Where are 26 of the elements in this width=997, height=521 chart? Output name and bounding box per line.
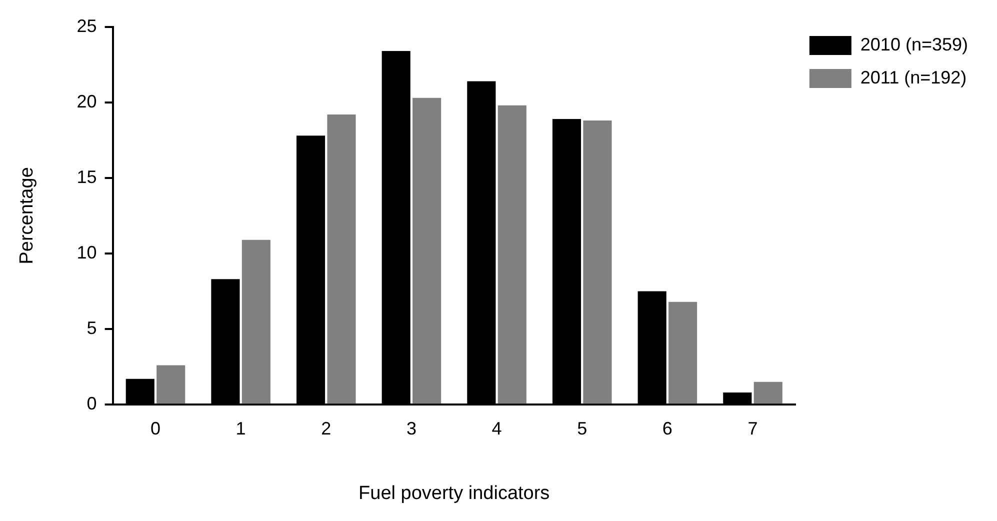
y-tick-label: 15 — [76, 166, 97, 187]
y-tick-label: 20 — [76, 91, 97, 112]
x-tick-label: 3 — [406, 418, 416, 438]
x-tick-label: 4 — [492, 418, 502, 438]
bar — [754, 382, 782, 404]
bar — [156, 365, 186, 404]
x-axis-title: Fuel poverty indicators — [358, 482, 550, 504]
y-tick-label: 0 — [86, 394, 97, 414]
x-tick-label: 5 — [577, 418, 588, 438]
bar — [327, 114, 356, 404]
bar — [412, 98, 442, 404]
x-tick-label: 0 — [150, 418, 160, 438]
legend-label: 2010 (n=359) — [860, 34, 968, 54]
y-tick-label: 10 — [76, 242, 97, 262]
x-tick-label: 2 — [321, 418, 332, 438]
y-axis-title: Percentage — [16, 167, 38, 264]
bar — [498, 105, 526, 404]
y-tick-label: 25 — [76, 16, 97, 36]
x-tick-label: 1 — [236, 418, 246, 438]
bar — [242, 240, 270, 404]
legend-label: 2011 (n=192) — [860, 67, 967, 88]
x-tick-label: 7 — [748, 418, 758, 438]
bar — [668, 302, 698, 404]
bar — [583, 120, 612, 404]
y-tick-label: 5 — [86, 318, 97, 338]
x-tick-label: 6 — [662, 418, 672, 438]
